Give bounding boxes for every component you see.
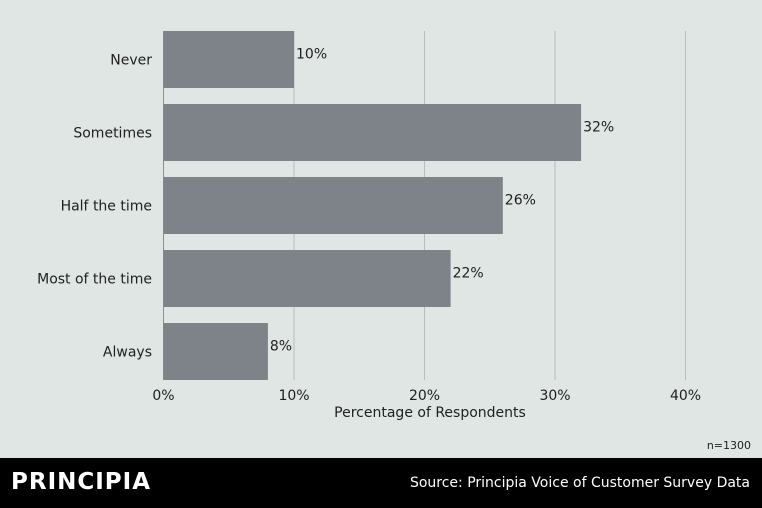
footer-bar: PRINCIPIA Source: Principia Voice of Cus… [0, 458, 762, 508]
category-label: Most of the time [37, 272, 152, 288]
value-labels: 10% 32% 26% 22% 8% [270, 47, 614, 355]
value-label: 10% [296, 47, 327, 63]
bar-most-of-the-time [163, 250, 451, 307]
value-label: 22% [453, 266, 484, 282]
x-tick-label: 30% [539, 388, 570, 404]
sample-size-note: n=1300 [706, 439, 751, 452]
x-tick-label: 40% [670, 388, 701, 404]
x-tick-labels: 0% 10% 20% 30% 40% [152, 388, 701, 404]
source-note: Source: Principia Voice of Customer Surv… [409, 475, 750, 491]
value-label: 26% [505, 193, 536, 209]
category-label: Sometimes [73, 126, 152, 142]
value-label: 32% [583, 120, 614, 136]
category-label: Always [103, 345, 152, 361]
bars [163, 31, 582, 380]
category-label: Half the time [61, 199, 152, 215]
bar-sometimes [163, 104, 582, 161]
category-label: Never [110, 53, 152, 69]
category-labels: Never Sometimes Half the time Most of the t… [37, 53, 152, 361]
value-label: 8% [270, 339, 292, 355]
x-tick-label: 10% [278, 388, 309, 404]
bar-always [163, 323, 268, 380]
principia-logo: PRINCIPIA [11, 469, 152, 495]
x-tick-label: 20% [409, 388, 440, 404]
x-axis-title: Percentage of Respondents [334, 405, 526, 421]
x-tick-label: 0% [152, 388, 174, 404]
bar-never [163, 31, 294, 88]
bar-chart: Never Sometimes Half the time Most of the t… [37, 31, 701, 421]
bar-half-the-time [163, 177, 503, 234]
